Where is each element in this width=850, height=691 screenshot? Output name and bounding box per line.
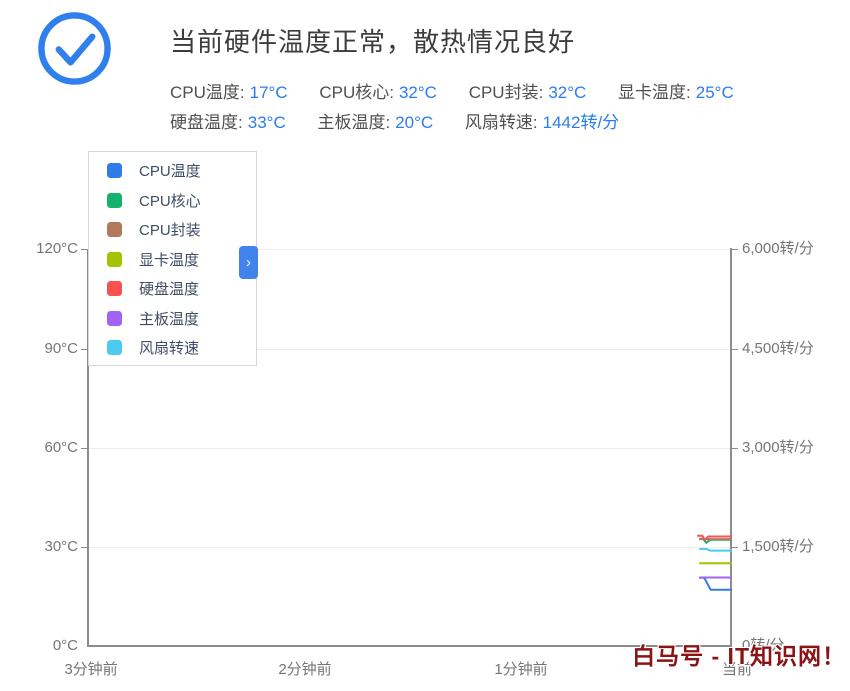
legend-collapse-button[interactable]: › — [239, 246, 258, 279]
series-line-CPU核心 — [699, 537, 732, 544]
check-circle-icon — [38, 12, 111, 85]
legend-item-board-temp[interactable]: 主板温度 — [89, 304, 256, 334]
y-axis-right-label: 0转/分 — [742, 637, 785, 654]
x-axis-line — [87, 645, 732, 647]
series-color-swatch — [107, 310, 122, 326]
y-axis-right-line — [730, 248, 732, 647]
watermark: 白马号 - IT知识网！ — [632, 643, 846, 669]
page-title: 当前硬件温度正常，散热情况良好 — [170, 27, 576, 57]
axis-tick — [732, 547, 738, 548]
x-axis-label: 2分钟前 — [278, 661, 332, 678]
stats-row-1: CPU温度: 17°C CPU核心: 32°C CPU封装: 32°C 显卡温度: 25… — [170, 78, 761, 103]
legend-item-cpu-temp[interactable]: CPU温度 — [89, 156, 256, 186]
gridline — [88, 547, 732, 548]
axis-tick — [81, 349, 87, 350]
axis-tick — [732, 448, 738, 449]
x-axis-label: 3分钟前 — [64, 661, 118, 678]
y-axis-left-label: 90°C — [44, 340, 78, 357]
series-color-swatch — [107, 163, 122, 179]
series-line-风扇转速 — [699, 547, 732, 552]
x-axis-label: 当前 — [721, 661, 752, 678]
y-axis-right-label: 1,500转/分 — [742, 538, 814, 555]
gridline — [88, 249, 732, 250]
stat-disk-temp: 硬盘温度: 33°C — [170, 113, 286, 132]
axis-tick — [81, 249, 87, 250]
axis-tick — [732, 349, 738, 350]
legend-item-disk-temp[interactable]: 硬盘温度 — [89, 274, 256, 304]
stat-board-temp: 主板温度: 20°C — [317, 113, 434, 132]
axis-tick — [732, 249, 738, 250]
series-color-swatch — [107, 251, 122, 267]
series-color-swatch — [107, 192, 122, 208]
stat-gpu-temp: 显卡温度: 25°C — [618, 83, 734, 102]
y-axis-left-label: 120°C — [36, 240, 78, 257]
series-line-硬盘温度 — [697, 534, 732, 542]
series-color-swatch — [107, 222, 122, 238]
stat-cpu-temp: CPU温度: 17°C — [170, 83, 288, 102]
y-axis-left-label: 30°C — [44, 538, 78, 555]
y-axis-right-label: 3,000转/分 — [742, 439, 814, 456]
axis-tick — [81, 448, 87, 449]
axis-tick — [81, 547, 87, 548]
stat-cpu-core: CPU核心: 32°C — [319, 83, 437, 102]
stats-row-2: 硬盘温度: 33°C 主板温度: 20°C 风扇转速: 1442转/分 — [170, 108, 646, 133]
series-color-swatch — [107, 340, 122, 356]
chevron-right-icon: › — [246, 254, 251, 271]
legend-item-cpu-core[interactable]: CPU核心 — [89, 186, 256, 216]
legend-item-fan-speed[interactable]: 风扇转速 — [89, 333, 256, 363]
x-axis-label: 1分钟前 — [494, 661, 548, 678]
gridline — [88, 448, 732, 449]
y-axis-right-label: 4,500转/分 — [742, 340, 814, 357]
chart-legend: CPU温度 CPU核心 CPU封装 显卡温度 硬盘温度 主板温度 风扇转速 — [88, 151, 257, 366]
stat-cpu-package: CPU封装: 32°C — [468, 83, 587, 102]
series-color-swatch — [107, 281, 122, 297]
gridline — [88, 349, 732, 350]
y-axis-right-label: 6,000转/分 — [742, 240, 814, 257]
series-line-CPU温度 — [699, 576, 732, 591]
y-axis-left-label: 0°C — [52, 637, 78, 654]
stat-fan-speed: 风扇转速: 1442转/分 — [464, 113, 620, 132]
legend-item-cpu-package[interactable]: CPU封装 — [89, 215, 256, 245]
y-axis-left-label: 60°C — [44, 439, 78, 456]
y-axis-left-line — [87, 249, 89, 647]
legend-item-gpu-temp[interactable]: 显卡温度 — [89, 245, 256, 275]
